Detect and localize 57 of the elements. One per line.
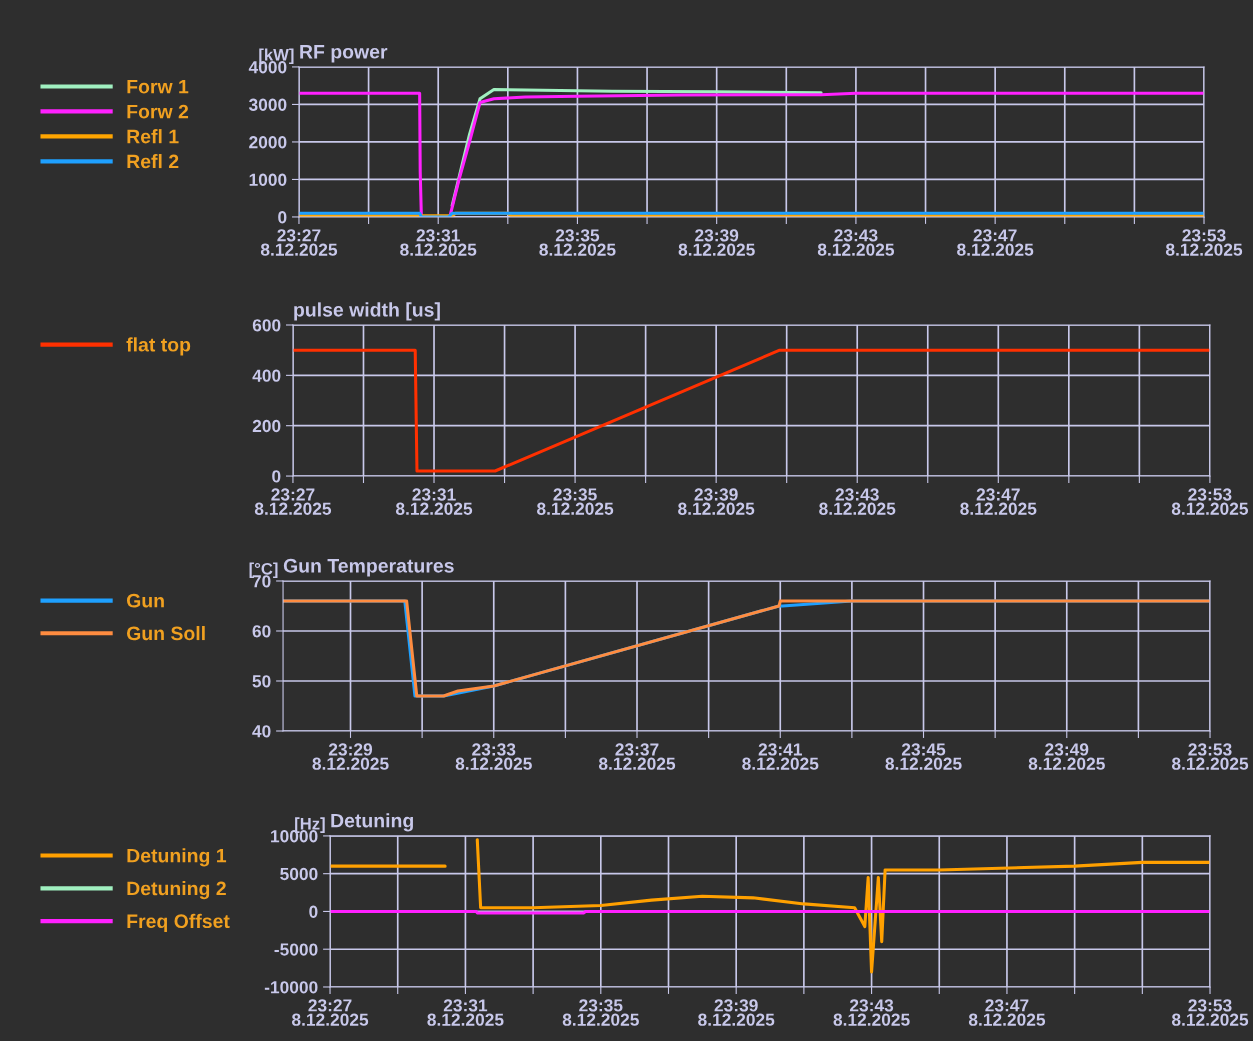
chart-title: Gun Temperatures bbox=[283, 558, 454, 577]
x-tick-label: 23:47 8.12.2025 bbox=[968, 999, 1046, 1026]
x-tick-label: 23:43 8.12.2025 bbox=[833, 999, 910, 1026]
x-tick-label: 23:37 8.12.2025 bbox=[598, 743, 676, 770]
y-tick-label: 60 bbox=[252, 625, 271, 638]
legend-label: Refl 1 bbox=[127, 129, 179, 144]
x-tick-label: 23:27 8.12.2025 bbox=[291, 999, 369, 1026]
y-tick-label: 400 bbox=[252, 369, 281, 382]
x-tick-label: 23:49 8.12.2025 bbox=[1028, 743, 1105, 770]
x-tick-label: 23:53 8.12.2025 bbox=[1171, 488, 1249, 515]
x-tick-label: 23:35 8.12.2025 bbox=[539, 229, 616, 256]
y-tick-label: 40 bbox=[252, 725, 271, 738]
y-tick-label: 200 bbox=[252, 419, 281, 433]
x-tick-label: 23:39 8.12.2025 bbox=[678, 229, 755, 256]
x-tick-label: 23:53 8.12.2025 bbox=[1171, 743, 1249, 770]
legend-label: Detuning 2 bbox=[127, 881, 226, 900]
legend-label: Gun Soll bbox=[126, 625, 205, 641]
chart-title: Detuning bbox=[331, 813, 413, 832]
y-tick-label: -10000 bbox=[264, 981, 318, 994]
x-tick-label: 23:27 8.12.2025 bbox=[254, 488, 332, 515]
x-tick-label: 23:27 8.12.2025 bbox=[260, 229, 338, 256]
x-tick-label: 23:45 8.12.2025 bbox=[885, 743, 962, 770]
chart-title: pulse width [us] bbox=[294, 302, 440, 321]
x-tick-label: 23:53 8.12.2025 bbox=[1171, 999, 1249, 1026]
y-tick-label: 50 bbox=[252, 675, 271, 688]
y-tick-label: 0 bbox=[278, 211, 287, 224]
y-tick-label: 0 bbox=[272, 470, 281, 483]
x-tick-label: 23:31 8.12.2025 bbox=[400, 229, 477, 256]
chart-title: RF power bbox=[300, 45, 388, 63]
y-tick-label: 0 bbox=[309, 905, 318, 918]
legend-label: Freq Offset bbox=[127, 913, 230, 932]
legend-label: Gun bbox=[126, 593, 164, 608]
legend-label: Detuning 1 bbox=[127, 848, 227, 867]
x-tick-label: 23:35 8.12.2025 bbox=[537, 488, 614, 515]
y-tick-label: 3000 bbox=[248, 98, 287, 111]
x-tick-label: 23:47 8.12.2025 bbox=[960, 488, 1037, 515]
x-tick-label: 23:35 8.12.2025 bbox=[562, 999, 639, 1026]
x-tick-label: 23:33 8.12.2025 bbox=[455, 743, 532, 770]
x-tick-label: 23:39 8.12.2025 bbox=[698, 999, 775, 1026]
legend-label: flat top bbox=[126, 337, 191, 356]
legend-label: Forw 2 bbox=[127, 104, 189, 119]
x-tick-label: 23:31 8.12.2025 bbox=[427, 999, 504, 1026]
x-tick-label: 23:39 8.12.2025 bbox=[678, 488, 755, 515]
y-tick-label: 5000 bbox=[280, 867, 318, 881]
y-tick-label: 600 bbox=[252, 319, 281, 332]
x-tick-label: 23:31 8.12.2025 bbox=[395, 488, 473, 515]
y-tick-label: 2000 bbox=[249, 136, 287, 149]
legend-label: Refl 2 bbox=[127, 154, 179, 169]
x-tick-label: 23:53 8.12.2025 bbox=[1165, 229, 1243, 256]
y-tick-label: 1000 bbox=[249, 173, 287, 186]
legend-label: Forw 1 bbox=[127, 79, 189, 94]
x-tick-label: 23:43 8.12.2025 bbox=[817, 229, 895, 256]
x-tick-label: 23:47 8.12.2025 bbox=[957, 229, 1034, 256]
x-tick-label: 23:41 8.12.2025 bbox=[742, 743, 819, 770]
x-tick-label: 23:29 8.12.2025 bbox=[312, 743, 389, 770]
x-tick-label: 23:43 8.12.2025 bbox=[819, 488, 896, 515]
y-tick-label: -5000 bbox=[274, 943, 318, 956]
